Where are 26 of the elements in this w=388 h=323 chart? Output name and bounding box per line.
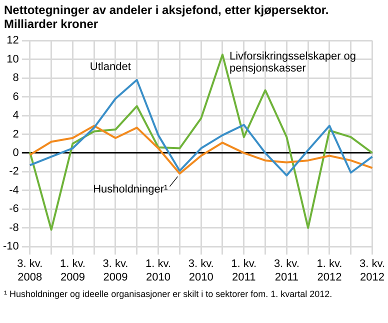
x-tick-label: 1. kv. 2010 bbox=[146, 258, 172, 284]
x-tick-label: 1. kv. 2011 bbox=[231, 258, 257, 284]
x-tick-label: 3. kv. 2012 bbox=[360, 258, 386, 284]
y-tick-label: -6 bbox=[9, 203, 19, 216]
x-tick-label: 1. kv. 2009 bbox=[60, 258, 86, 284]
y-tick-label: -8 bbox=[9, 222, 19, 234]
x-tick-label: 3. kv. 2009 bbox=[102, 258, 128, 284]
y-tick-label: -10 bbox=[2, 240, 19, 253]
x-tick-label: 3. kv. 2008 bbox=[17, 258, 43, 284]
y-tick-label: 10 bbox=[6, 53, 19, 66]
text: ¹ Husholdninger og ideelle organisasjoner er skilt i to sektorer fom. 1. kvartal 2012. bbox=[4, 289, 334, 299]
series-label: Husholdninger¹ bbox=[93, 184, 168, 196]
y-tick-label: -4 bbox=[9, 184, 19, 196]
y-tick-label: 8 bbox=[12, 72, 19, 84]
x-tick-label: 3. kv. 2011 bbox=[274, 258, 300, 284]
y-tick-label: 0 bbox=[12, 146, 19, 159]
chart-title: Nettotegninger av andeler i aksjefond, etter kjøpersektor. Milliarder kroner bbox=[3, 2, 330, 31]
y-tick-label: 2 bbox=[12, 128, 19, 140]
y-tick-label: 4 bbox=[12, 110, 19, 122]
series-label: Utlandet bbox=[90, 60, 131, 73]
series-label: Livforsikringsselskaper og pensjonskasser bbox=[229, 50, 356, 75]
x-tick-label: 1. kv. 2012 bbox=[316, 258, 342, 284]
x-tick-label: 3. kv. 2010 bbox=[188, 258, 214, 284]
y-tick-label: 6 bbox=[12, 90, 19, 103]
y-tick-label: 12 bbox=[6, 34, 19, 47]
y-tick-label: -2 bbox=[9, 166, 19, 178]
